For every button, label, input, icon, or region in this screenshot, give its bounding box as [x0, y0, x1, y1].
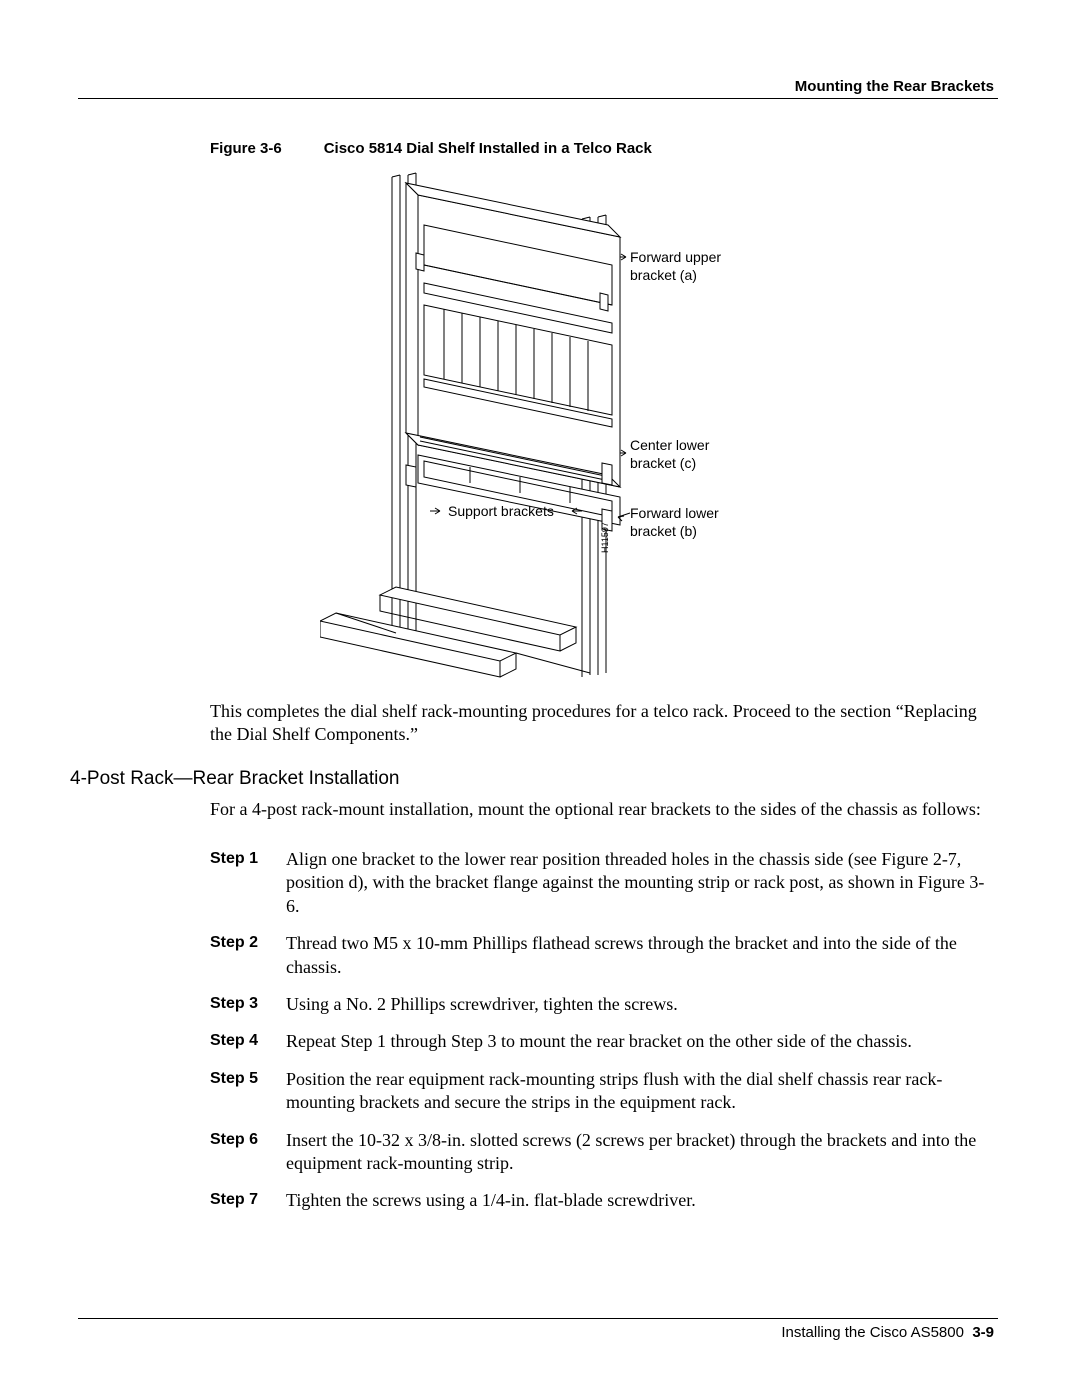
step-label: Step 7 [210, 1189, 286, 1212]
callout-text: Support brackets [448, 503, 554, 519]
figure-id: H11597 [600, 522, 611, 553]
figure-label: Figure 3-6 [210, 140, 282, 157]
step-row: Step 5 Position the rear equipment rack-… [210, 1068, 994, 1115]
footer-page: 3-9 [972, 1324, 994, 1341]
callout-text: bracket (a) [630, 267, 721, 285]
rule-top [78, 98, 998, 99]
callout-text: bracket (b) [630, 523, 719, 541]
step-text: Position the rear equipment rack-mountin… [286, 1068, 994, 1115]
callout-forward-lower: Forward lower bracket (b) [630, 505, 719, 540]
callout-center-lower: Center lower bracket (c) [630, 437, 709, 472]
step-row: Step 2 Thread two M5 x 10-mm Phillips fl… [210, 932, 994, 979]
step-text: Align one bracket to the lower rear posi… [286, 848, 994, 918]
figure-illustration: Forward upper bracket (a) Center lower b… [320, 165, 840, 685]
callout-support-brackets: Support brackets [448, 503, 554, 521]
step-row: Step 3 Using a No. 2 Phillips screwdrive… [210, 993, 994, 1016]
step-label: Step 1 [210, 848, 286, 918]
after-figure-paragraph: This completes the dial shelf rack-mount… [210, 700, 994, 747]
footer-title: Installing the Cisco AS5800 [781, 1324, 964, 1341]
step-text: Using a No. 2 Phillips screwdriver, tigh… [286, 993, 994, 1016]
callout-text: Forward lower [630, 505, 719, 523]
steps-list: Step 1 Align one bracket to the lower re… [210, 848, 994, 1227]
page-root: Mounting the Rear Brackets Figure 3-6 Cis… [0, 0, 1080, 1397]
running-head: Mounting the Rear Brackets [795, 78, 994, 95]
figure-caption: Figure 3-6 Cisco 5814 Dial Shelf Installe… [210, 140, 652, 157]
step-label: Step 2 [210, 932, 286, 979]
rule-bottom [78, 1318, 998, 1319]
step-row: Step 6 Insert the 10-32 x 3/8-in. slotte… [210, 1129, 994, 1176]
callout-text: Center lower [630, 437, 709, 455]
step-row: Step 7 Tighten the screws using a 1/4-in… [210, 1189, 994, 1212]
step-label: Step 3 [210, 993, 286, 1016]
page-footer: Installing the Cisco AS5800 3-9 [781, 1324, 994, 1341]
section-heading: 4-Post Rack—Rear Bracket Installation [70, 768, 399, 790]
step-label: Step 5 [210, 1068, 286, 1115]
step-label: Step 4 [210, 1030, 286, 1053]
callout-forward-upper: Forward upper bracket (a) [630, 249, 721, 284]
callout-text: bracket (c) [630, 455, 709, 473]
step-text: Tighten the screws using a 1/4-in. flat-… [286, 1189, 994, 1212]
step-text: Insert the 10-32 x 3/8-in. slotted screw… [286, 1129, 994, 1176]
step-text: Thread two M5 x 10-mm Phillips flathead … [286, 932, 994, 979]
step-row: Step 1 Align one bracket to the lower re… [210, 848, 994, 918]
step-label: Step 6 [210, 1129, 286, 1176]
callout-text: Forward upper [630, 249, 721, 267]
intro-paragraph: For a 4-post rack-mount installation, mo… [210, 798, 994, 821]
step-row: Step 4 Repeat Step 1 through Step 3 to m… [210, 1030, 994, 1053]
step-text: Repeat Step 1 through Step 3 to mount th… [286, 1030, 994, 1053]
figure-title: Cisco 5814 Dial Shelf Installed in a Tel… [324, 140, 652, 157]
